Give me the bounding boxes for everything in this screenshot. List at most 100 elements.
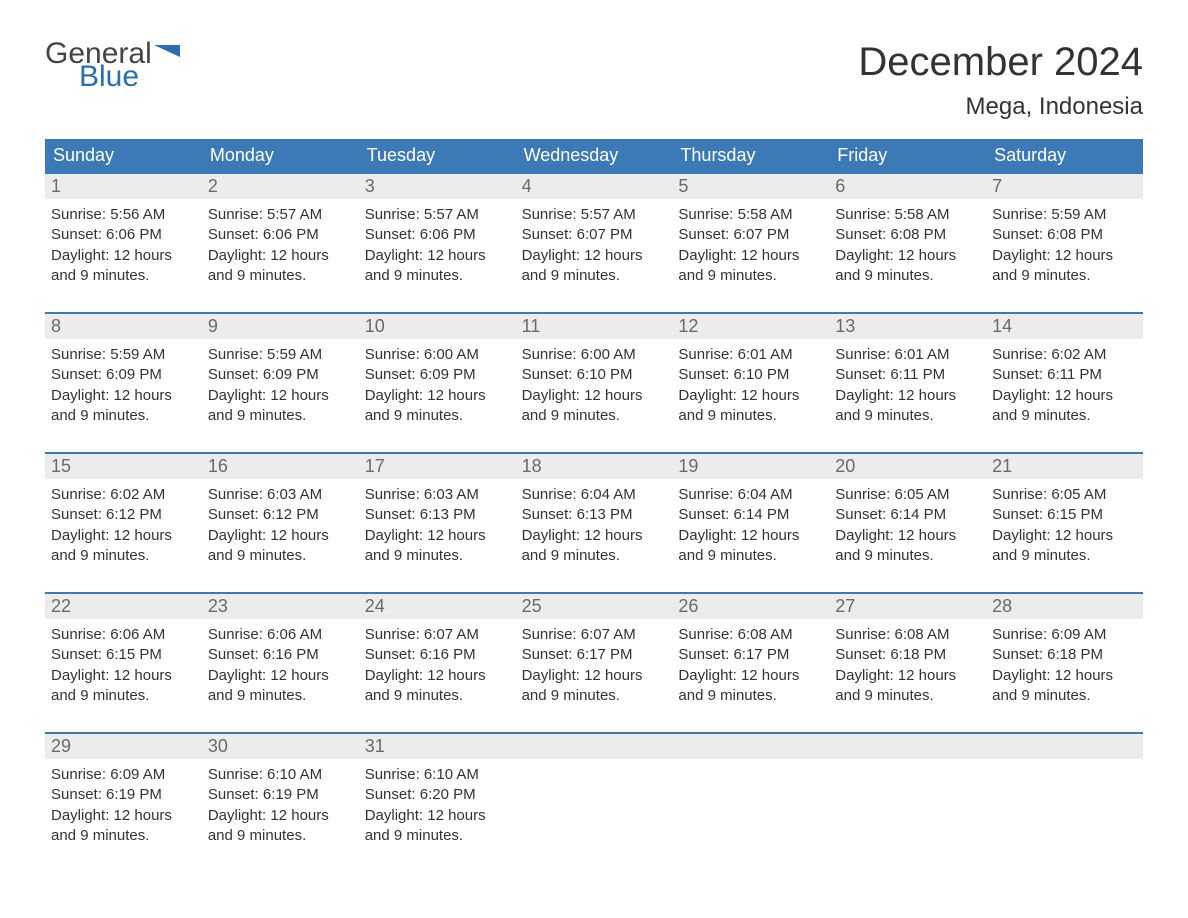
day-cell: Sunrise: 6:07 AMSunset: 6:17 PMDaylight:… [516, 619, 673, 716]
sunrise-line: Sunrise: 6:03 AM [208, 485, 353, 505]
sunset-line: Sunset: 6:18 PM [835, 645, 980, 665]
day-number: 25 [516, 594, 673, 619]
sunset-line: Sunset: 6:06 PM [208, 225, 353, 245]
page-title: December 2024 [858, 40, 1143, 85]
sunrise-line: Sunrise: 5:56 AM [51, 205, 196, 225]
day-cell: Sunrise: 6:06 AMSunset: 6:15 PMDaylight:… [45, 619, 202, 716]
day-number: 31 [359, 734, 516, 759]
daylight-line: Daylight: 12 hours and 9 minutes. [678, 246, 823, 287]
calendar-week: 293031Sunrise: 6:09 AMSunset: 6:19 PMDay… [45, 732, 1143, 856]
day-cell: Sunrise: 5:57 AMSunset: 6:06 PMDaylight:… [359, 199, 516, 296]
daylight-line: Daylight: 12 hours and 9 minutes. [835, 526, 980, 567]
sunset-line: Sunset: 6:10 PM [678, 365, 823, 385]
calendar-week: 891011121314Sunrise: 5:59 AMSunset: 6:09… [45, 312, 1143, 436]
dow-monday: Monday [202, 139, 359, 174]
sunset-line: Sunset: 6:09 PM [365, 365, 510, 385]
sunrise-line: Sunrise: 6:10 AM [365, 765, 510, 785]
day-number-row: 293031 [45, 734, 1143, 759]
daylight-line: Daylight: 12 hours and 9 minutes. [992, 386, 1137, 427]
day-number: 14 [986, 314, 1143, 339]
day-of-week-header: Sunday Monday Tuesday Wednesday Thursday… [45, 139, 1143, 174]
sunrise-line: Sunrise: 6:00 AM [522, 345, 667, 365]
day-number: 15 [45, 454, 202, 479]
day-cell: Sunrise: 5:58 AMSunset: 6:07 PMDaylight:… [672, 199, 829, 296]
sunset-line: Sunset: 6:17 PM [522, 645, 667, 665]
sunrise-line: Sunrise: 6:03 AM [365, 485, 510, 505]
header: General Blue December 2024 Mega, Indones… [45, 40, 1143, 121]
calendar-week: 15161718192021Sunrise: 6:02 AMSunset: 6:… [45, 452, 1143, 576]
daylight-line: Daylight: 12 hours and 9 minutes. [208, 526, 353, 567]
sunrise-line: Sunrise: 5:57 AM [522, 205, 667, 225]
sunset-line: Sunset: 6:08 PM [835, 225, 980, 245]
day-cell [986, 759, 1143, 856]
day-cell: Sunrise: 5:57 AMSunset: 6:06 PMDaylight:… [202, 199, 359, 296]
brand-logo: General Blue [45, 40, 180, 91]
day-number-row: 22232425262728 [45, 594, 1143, 619]
sunrise-line: Sunrise: 6:01 AM [835, 345, 980, 365]
day-number [672, 734, 829, 759]
dow-saturday: Saturday [986, 139, 1143, 174]
daylight-line: Daylight: 12 hours and 9 minutes. [365, 806, 510, 847]
daylight-line: Daylight: 12 hours and 9 minutes. [51, 386, 196, 427]
location-subtitle: Mega, Indonesia [858, 93, 1143, 121]
sunrise-line: Sunrise: 6:00 AM [365, 345, 510, 365]
day-cell: Sunrise: 6:06 AMSunset: 6:16 PMDaylight:… [202, 619, 359, 716]
daylight-line: Daylight: 12 hours and 9 minutes. [522, 246, 667, 287]
day-number: 5 [672, 174, 829, 199]
calendar-week: 22232425262728Sunrise: 6:06 AMSunset: 6:… [45, 592, 1143, 716]
daylight-line: Daylight: 12 hours and 9 minutes. [835, 666, 980, 707]
sunset-line: Sunset: 6:20 PM [365, 785, 510, 805]
dow-thursday: Thursday [672, 139, 829, 174]
sunset-line: Sunset: 6:07 PM [678, 225, 823, 245]
daylight-line: Daylight: 12 hours and 9 minutes. [835, 246, 980, 287]
day-number [986, 734, 1143, 759]
daylight-line: Daylight: 12 hours and 9 minutes. [678, 666, 823, 707]
sunrise-line: Sunrise: 5:59 AM [51, 345, 196, 365]
day-number: 1 [45, 174, 202, 199]
sunrise-line: Sunrise: 5:59 AM [992, 205, 1137, 225]
sunset-line: Sunset: 6:17 PM [678, 645, 823, 665]
day-number: 10 [359, 314, 516, 339]
day-cell: Sunrise: 6:10 AMSunset: 6:20 PMDaylight:… [359, 759, 516, 856]
day-cell [829, 759, 986, 856]
sunrise-line: Sunrise: 6:06 AM [208, 625, 353, 645]
sunrise-line: Sunrise: 6:07 AM [522, 625, 667, 645]
sunset-line: Sunset: 6:15 PM [51, 645, 196, 665]
day-number: 19 [672, 454, 829, 479]
sunset-line: Sunset: 6:08 PM [992, 225, 1137, 245]
day-number: 30 [202, 734, 359, 759]
day-number: 29 [45, 734, 202, 759]
day-cell: Sunrise: 5:59 AMSunset: 6:09 PMDaylight:… [202, 339, 359, 436]
sunrise-line: Sunrise: 6:08 AM [835, 625, 980, 645]
sunrise-line: Sunrise: 5:58 AM [678, 205, 823, 225]
day-number: 17 [359, 454, 516, 479]
sunrise-line: Sunrise: 6:05 AM [992, 485, 1137, 505]
day-cell: Sunrise: 6:00 AMSunset: 6:10 PMDaylight:… [516, 339, 673, 436]
dow-friday: Friday [829, 139, 986, 174]
day-cell: Sunrise: 5:57 AMSunset: 6:07 PMDaylight:… [516, 199, 673, 296]
daylight-line: Daylight: 12 hours and 9 minutes. [365, 246, 510, 287]
day-number: 4 [516, 174, 673, 199]
sunrise-line: Sunrise: 5:58 AM [835, 205, 980, 225]
sunrise-line: Sunrise: 6:01 AM [678, 345, 823, 365]
day-cell: Sunrise: 6:10 AMSunset: 6:19 PMDaylight:… [202, 759, 359, 856]
sunrise-line: Sunrise: 6:04 AM [522, 485, 667, 505]
day-cell: Sunrise: 6:02 AMSunset: 6:12 PMDaylight:… [45, 479, 202, 576]
dow-sunday: Sunday [45, 139, 202, 174]
day-cell: Sunrise: 6:03 AMSunset: 6:13 PMDaylight:… [359, 479, 516, 576]
day-cell: Sunrise: 6:08 AMSunset: 6:17 PMDaylight:… [672, 619, 829, 716]
day-number-row: 1234567 [45, 174, 1143, 199]
day-cell: Sunrise: 6:01 AMSunset: 6:11 PMDaylight:… [829, 339, 986, 436]
sunrise-line: Sunrise: 6:09 AM [51, 765, 196, 785]
day-number: 13 [829, 314, 986, 339]
day-number: 23 [202, 594, 359, 619]
daylight-line: Daylight: 12 hours and 9 minutes. [992, 526, 1137, 567]
calendar-week: 1234567Sunrise: 5:56 AMSunset: 6:06 PMDa… [45, 174, 1143, 296]
daylight-line: Daylight: 12 hours and 9 minutes. [992, 666, 1137, 707]
daylight-line: Daylight: 12 hours and 9 minutes. [51, 526, 196, 567]
sunset-line: Sunset: 6:06 PM [51, 225, 196, 245]
sunset-line: Sunset: 6:19 PM [208, 785, 353, 805]
sunset-line: Sunset: 6:10 PM [522, 365, 667, 385]
sunset-line: Sunset: 6:11 PM [835, 365, 980, 385]
day-cell: Sunrise: 6:09 AMSunset: 6:19 PMDaylight:… [45, 759, 202, 856]
